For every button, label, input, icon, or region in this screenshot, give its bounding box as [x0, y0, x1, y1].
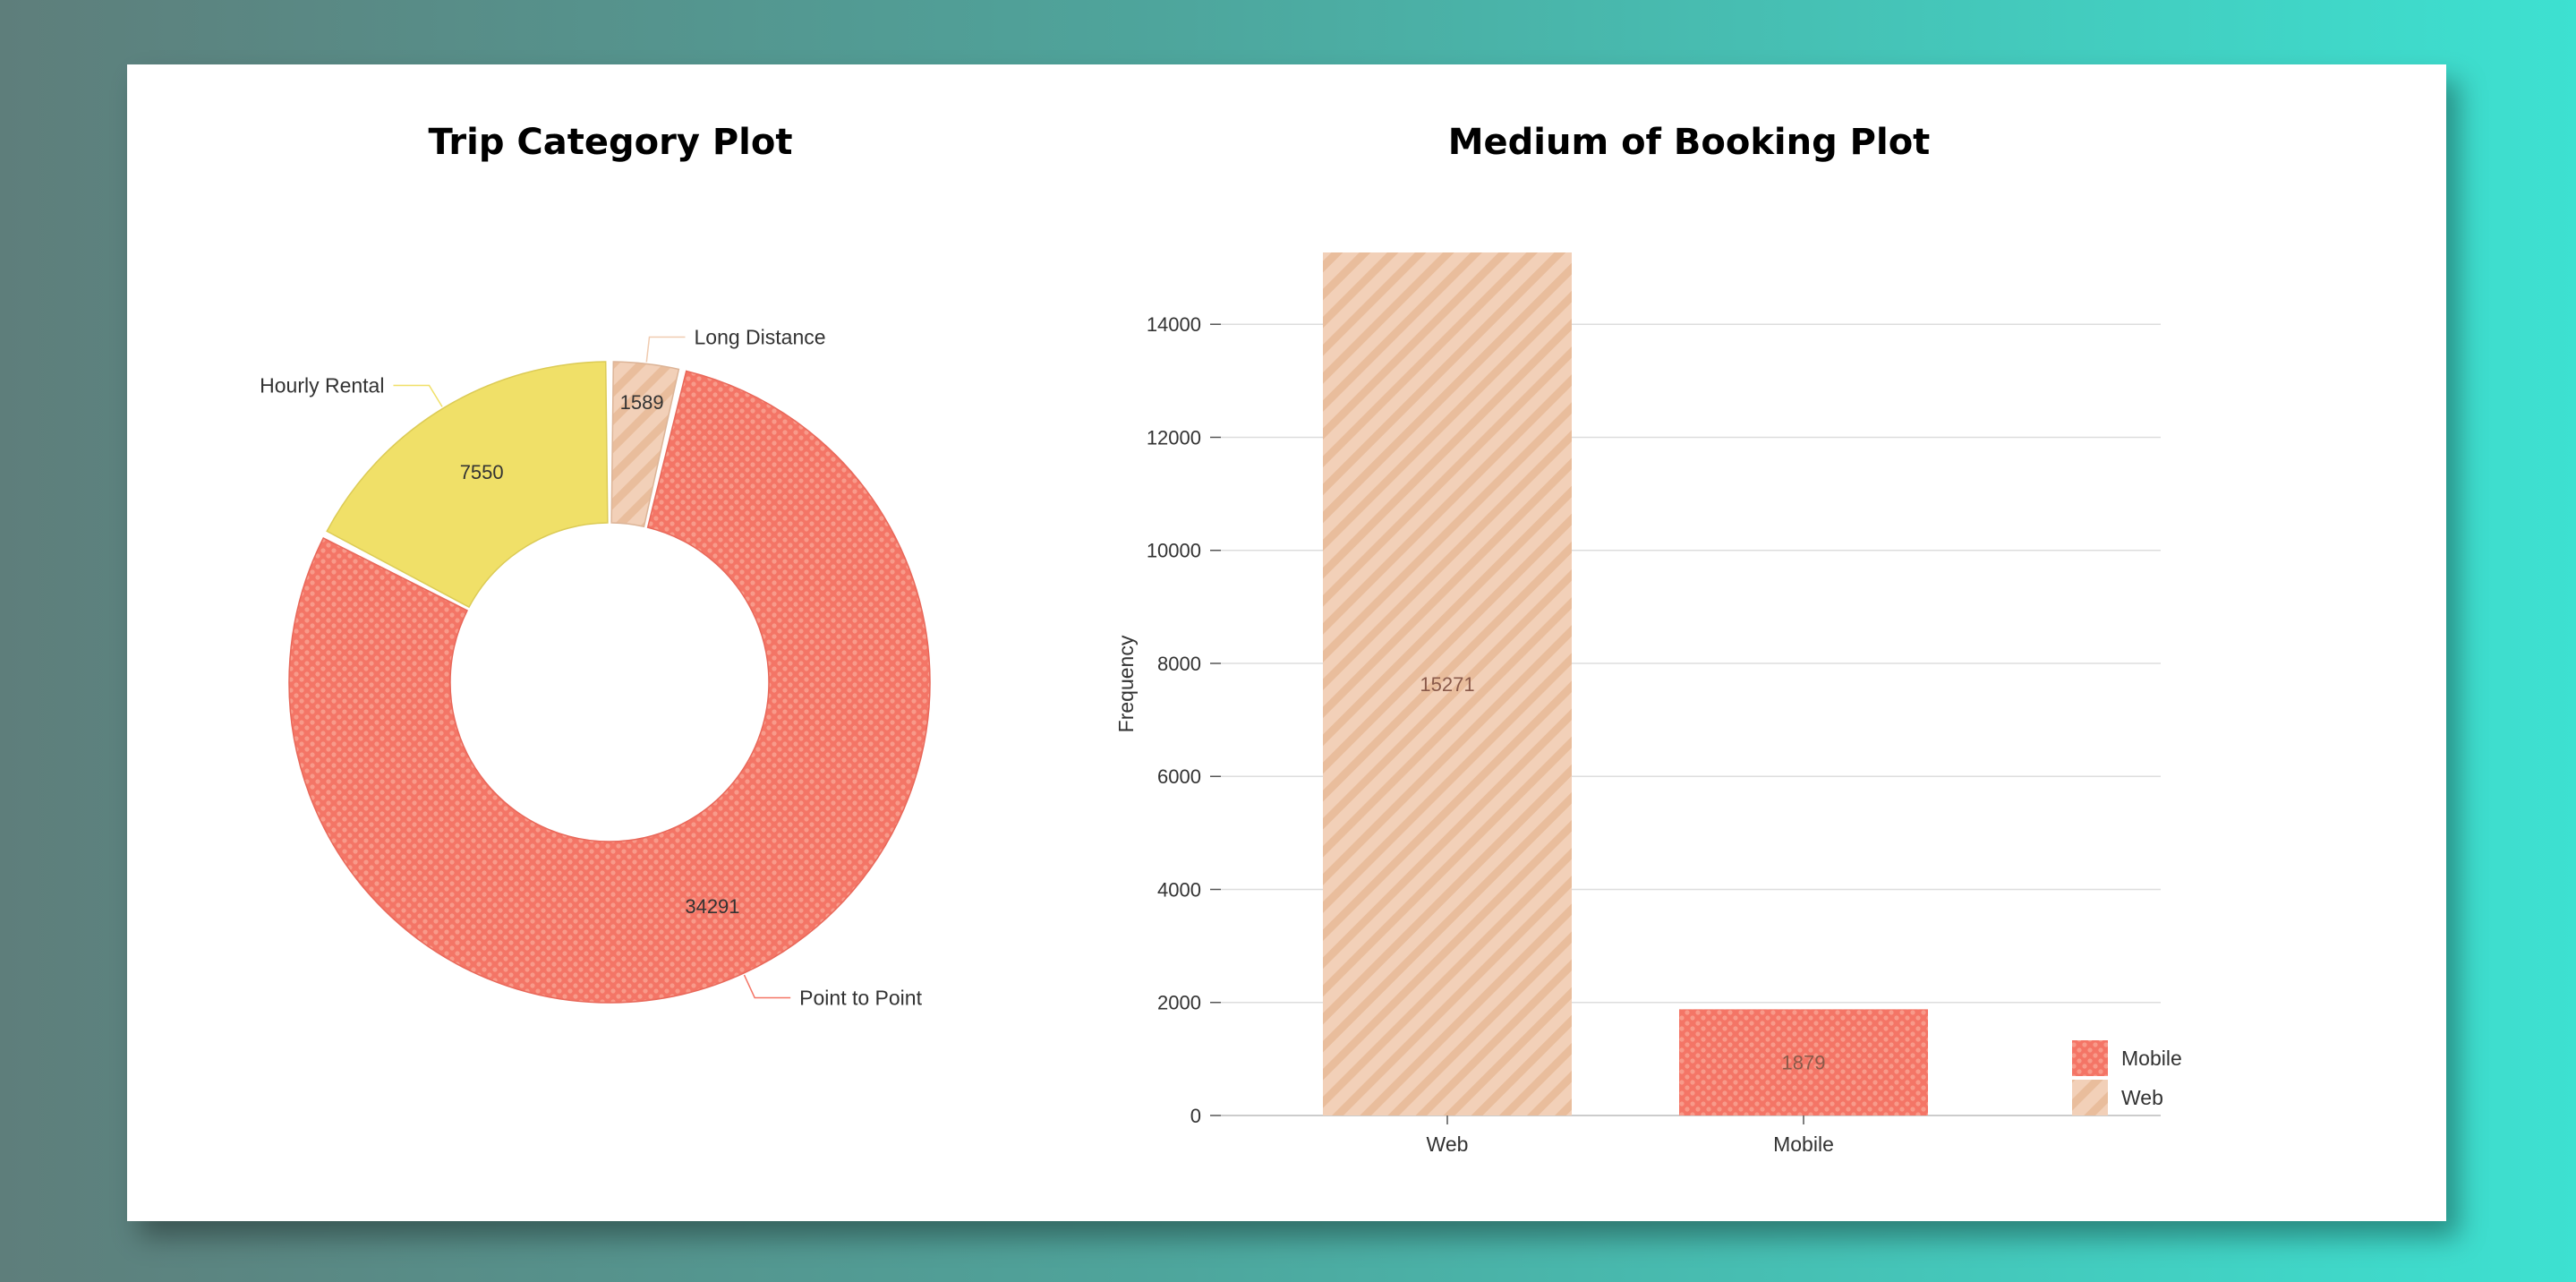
leader-line-point-to-point: [743, 974, 791, 999]
y-tick-label-10000: 10000: [1147, 540, 1201, 562]
legend-swatch-mobile: [2072, 1040, 2108, 1076]
y-tick-label-8000: 8000: [1157, 653, 1201, 675]
bar-mobile: [1679, 1009, 1928, 1115]
slice-hourly-rental: [326, 361, 609, 609]
charts-canvas: Trip Category Plot 1589 Long Distance 3429…: [260, 122, 2182, 1156]
slice-label-long-distance: Long Distance: [694, 326, 825, 349]
legend-swatch-web: [2072, 1080, 2108, 1115]
y-tick-label-6000: 6000: [1157, 765, 1201, 788]
y-axis-label: Frequency: [1114, 635, 1138, 732]
slice-value-point-to-point: 34291: [685, 895, 739, 918]
leader-line-hourly-rental: [393, 384, 443, 407]
y-tick-label-12000: 12000: [1147, 426, 1201, 449]
slice-label-point-to-point: Point to Point: [799, 986, 922, 1009]
y-tick-label-14000: 14000: [1147, 313, 1201, 336]
chart-card: Trip Category Plot 1589 Long Distance 3429…: [127, 64, 2446, 1221]
y-tick-label-0: 0: [1190, 1105, 1201, 1127]
x-tick-label-mobile: Mobile: [1773, 1132, 1834, 1156]
y-tick-label-2000: 2000: [1157, 992, 1201, 1014]
bar-value-web: 15271: [1420, 673, 1474, 696]
bar-value-mobile: 1879: [1782, 1052, 1826, 1074]
legend-label-web: Web: [2121, 1086, 2163, 1109]
booking-medium-chart: Medium of Booking Plot 0 2000 4000 6000 8000…: [1114, 122, 2182, 1156]
slice-long-distance: [610, 361, 680, 528]
slice-label-hourly-rental: Hourly Rental: [260, 373, 384, 397]
booking-medium-title: Medium of Booking Plot: [1448, 122, 1931, 163]
slice-value-long-distance: 1589: [620, 391, 664, 414]
trip-category-title: Trip Category Plot: [429, 122, 793, 163]
bar-web: [1323, 252, 1572, 1115]
trip-category-chart: Trip Category Plot 1589 Long Distance 3429…: [260, 122, 931, 1009]
slice-value-hourly-rental: 7550: [460, 461, 504, 483]
x-tick-label-web: Web: [1427, 1132, 1469, 1156]
legend-label-mobile: Mobile: [2121, 1047, 2182, 1070]
slice-point-to-point: [288, 370, 931, 1004]
y-tick-label-4000: 4000: [1157, 878, 1201, 901]
leader-line-long-distance: [645, 336, 686, 363]
